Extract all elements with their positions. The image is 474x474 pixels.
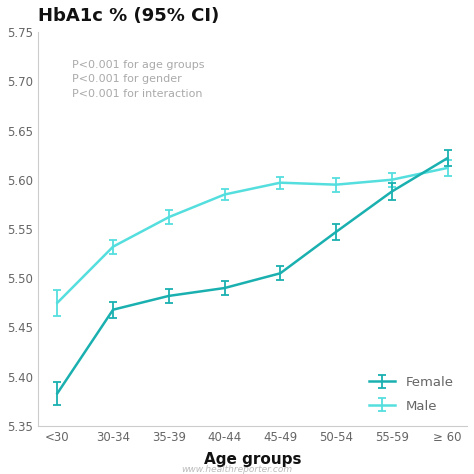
Legend: Female, Male: Female, Male: [362, 370, 460, 419]
Text: P<0.001 for age groups
P<0.001 for gender
P<0.001 for interaction: P<0.001 for age groups P<0.001 for gende…: [72, 60, 205, 99]
X-axis label: Age groups: Age groups: [204, 452, 301, 467]
Text: HbA1c % (95% CI): HbA1c % (95% CI): [38, 7, 219, 25]
Text: www.healthreporter.com: www.healthreporter.com: [182, 465, 292, 474]
